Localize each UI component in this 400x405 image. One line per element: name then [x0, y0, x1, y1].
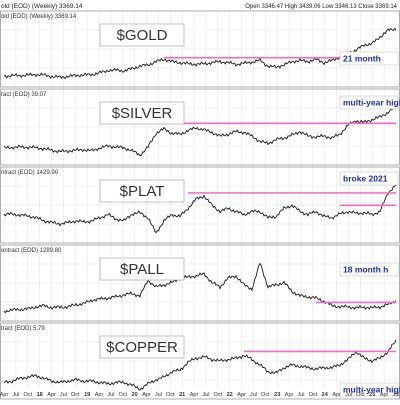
- x-tick-label: Jul: [107, 392, 114, 398]
- x-tick-label: Jul: [297, 392, 304, 398]
- symbol-label: $GOLD: [117, 27, 168, 44]
- panel-header: tract (EOD) 5.79: [1, 326, 45, 332]
- price-line-silver: [3, 106, 397, 157]
- symbol-box: [99, 335, 185, 359]
- symbol-box: [99, 23, 185, 47]
- x-tick-label: 25: [369, 392, 375, 398]
- annotation-text: 18 month h: [343, 265, 388, 275]
- symbol-label: $PALL: [120, 261, 164, 278]
- x-tick-label: Apr: [0, 392, 8, 398]
- x-tick-label: Apr: [332, 392, 341, 398]
- panel-header: ract (EOD) 39.07: [1, 92, 47, 98]
- annotation-box: [339, 95, 399, 110]
- x-tick-label: Jul: [202, 392, 209, 398]
- x-tick-label: Jul: [12, 392, 19, 398]
- x-tick-label: Oct: [119, 392, 128, 398]
- x-tick-label: Apr: [380, 392, 389, 398]
- symbol-label: $PLAT: [120, 183, 165, 200]
- annotation-box: [339, 51, 399, 66]
- x-tick-label: 20: [132, 392, 138, 398]
- annotation-box: [339, 382, 399, 397]
- x-tick-label: Apr: [237, 392, 246, 398]
- x-tick-label: Oct: [71, 392, 80, 398]
- x-tick-label: Apr: [142, 392, 151, 398]
- x-tick-label: 24: [322, 392, 329, 398]
- annotation-text: 21 month: [343, 54, 381, 64]
- x-tick-label: Oct: [214, 392, 223, 398]
- x-tick-label: Oct: [356, 392, 365, 398]
- x-tick-label: 19: [84, 392, 90, 398]
- x-tick-label: Jul: [155, 392, 162, 398]
- x-tick-label: Oct: [23, 392, 32, 398]
- x-tick-label: Jul: [392, 392, 399, 398]
- chart-header-ohlc: Open 3346.47 High 3439.06 Low 3346.13 Cl…: [245, 4, 397, 10]
- annotation-box: [339, 171, 399, 186]
- price-line-plat: [3, 184, 397, 234]
- symbol-box: [99, 101, 185, 125]
- x-tick-label: Jul: [250, 392, 257, 398]
- annotation-box: [339, 262, 399, 277]
- symbol-label: $COPPER: [106, 339, 178, 356]
- x-tick-label: Apr: [190, 392, 199, 398]
- price-line-gold: [3, 27, 397, 80]
- x-tick-label: Apr: [47, 392, 56, 398]
- chart-header-left: old (EOD) (Weekly) 3369.14: [1, 3, 83, 10]
- x-tick-label: 22: [227, 392, 233, 398]
- symbol-label: $SILVER: [112, 105, 173, 122]
- panel-header: old (EOD) (Weekly) 3369.14: [1, 14, 77, 20]
- price-line-copper: [3, 339, 397, 391]
- price-line-pall: [3, 262, 397, 314]
- x-tick-label: 18: [37, 392, 43, 398]
- symbol-box: [99, 179, 185, 203]
- symbol-box: [99, 257, 185, 281]
- x-tick-label: Apr: [285, 392, 294, 398]
- x-tick-label: Oct: [261, 392, 270, 398]
- x-tick-label: 21: [179, 392, 185, 398]
- x-tick-label: Jul: [60, 392, 67, 398]
- panel-header: ontract (EOD) 1289.80: [1, 248, 62, 254]
- annotation-text: broke 2021: [343, 174, 388, 184]
- annotation-text: multi-year high: [343, 385, 400, 395]
- x-tick-label: Apr: [95, 392, 104, 398]
- x-tick-label: 23: [274, 392, 280, 398]
- panel-header: ntract (EOD) 1429.90: [1, 170, 59, 176]
- x-tick-label: Oct: [309, 392, 318, 398]
- x-tick-label: Jul: [345, 392, 352, 398]
- annotation-text: multi-year high: [343, 98, 400, 108]
- x-tick-label: Oct: [166, 392, 175, 398]
